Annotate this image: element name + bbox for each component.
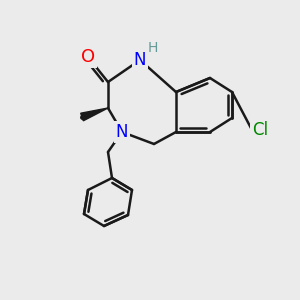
Polygon shape (81, 108, 108, 121)
Text: Cl: Cl (252, 121, 268, 139)
Text: H: H (148, 41, 158, 55)
Text: N: N (134, 51, 146, 69)
Text: O: O (81, 48, 95, 66)
Text: N: N (116, 123, 128, 141)
